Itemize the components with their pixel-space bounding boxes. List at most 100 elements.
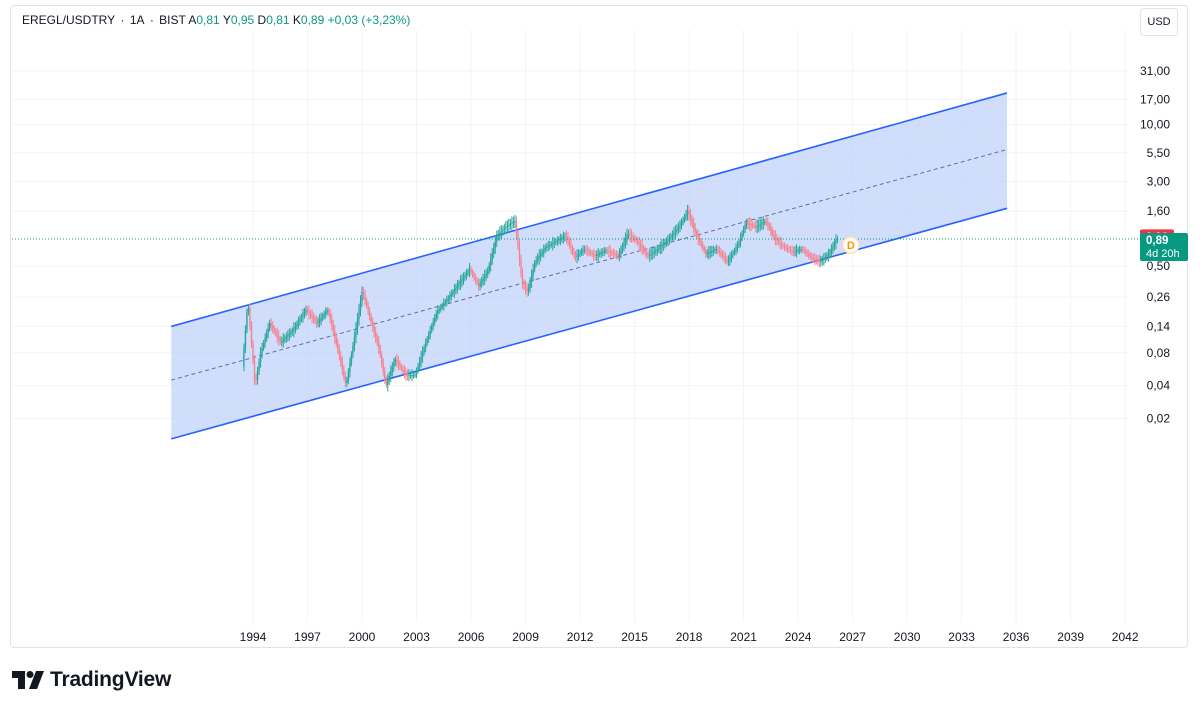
candle-body — [615, 254, 618, 256]
candle-body — [608, 250, 610, 252]
candle-body — [391, 367, 394, 372]
candle-body — [582, 249, 584, 252]
candle-body — [536, 258, 539, 261]
footer-brand[interactable]: TradingView — [12, 668, 171, 692]
candle-body — [768, 225, 771, 228]
y-axis: 31,00 17,00 10,00 5,50 3,00 1,60 0,50 0,26 0,14 0… — [1140, 64, 1170, 425]
candle-body — [346, 380, 348, 383]
candle-body — [706, 253, 708, 255]
candle-body — [579, 252, 581, 255]
candle-body — [412, 375, 415, 377]
y-tick-label: 17,00 — [1140, 92, 1170, 106]
candle-body — [591, 253, 593, 255]
candle-body — [565, 236, 568, 238]
candle-body — [243, 348, 245, 367]
candle-body — [450, 294, 453, 297]
candle-body — [596, 255, 598, 257]
y-tick-label: 0,50 — [1147, 259, 1171, 273]
symbol-legend: EREGL/USDTRY · 1A · BIST A0,81 Y0,95 D0,… — [22, 13, 411, 27]
candle-body — [314, 319, 316, 321]
candle-body — [774, 236, 777, 239]
candle-body — [294, 326, 297, 329]
candle-body — [334, 331, 336, 338]
candle-body — [374, 332, 377, 338]
candle-body — [747, 223, 749, 225]
candle-body — [697, 235, 699, 239]
candle-body — [642, 248, 645, 251]
candle-body — [717, 249, 719, 251]
last-price-tag-text: 0,89 — [1146, 235, 1168, 247]
candle-body — [524, 286, 527, 289]
candle-body — [529, 281, 531, 289]
candle-body — [458, 283, 460, 286]
candle-body — [727, 260, 730, 262]
candle-body — [355, 328, 357, 338]
candle-body — [291, 330, 294, 333]
candle-body — [371, 322, 374, 328]
candle-body — [471, 271, 474, 275]
candle-body — [343, 369, 345, 377]
candle-body — [708, 252, 710, 254]
candle-body — [359, 301, 362, 311]
candle-body — [586, 250, 589, 252]
y-tick-label: 0,04 — [1147, 379, 1171, 393]
candle-body — [414, 375, 416, 377]
candle-body — [830, 249, 833, 253]
candle-body — [823, 258, 825, 260]
candle-body — [485, 273, 487, 277]
candle-body — [821, 259, 824, 262]
candle-body — [315, 320, 318, 323]
candle-body — [730, 255, 733, 258]
candle-body — [745, 223, 748, 225]
candle-body — [549, 244, 551, 246]
candle-body — [571, 248, 574, 252]
candle-body — [518, 246, 521, 260]
candle-body — [482, 278, 484, 281]
candle-body — [462, 277, 465, 280]
candle-body — [337, 343, 339, 350]
candle-body — [674, 230, 677, 233]
candle-body — [381, 355, 383, 364]
candle-body — [655, 250, 657, 252]
candle-body — [505, 226, 507, 229]
candle-body — [477, 283, 480, 286]
close-value: 0,89 — [300, 13, 325, 27]
candle-body — [629, 234, 631, 236]
candle-body — [558, 239, 560, 241]
candle-body — [467, 271, 469, 274]
candle-body — [718, 250, 721, 253]
candle-body — [700, 241, 702, 245]
candle-body — [282, 339, 284, 342]
candle-body — [423, 347, 425, 353]
candle-body — [406, 375, 409, 377]
x-tick-label: 2042 — [1112, 630, 1139, 644]
x-axis: 1994 1997 2000 2003 2006 2009 2012 2015 2018 2021… — [240, 630, 1139, 644]
x-tick-label: 2036 — [1003, 630, 1030, 644]
candle-body — [818, 260, 820, 262]
candle-body — [421, 352, 424, 357]
candle-body — [393, 362, 395, 368]
candle-body — [435, 313, 437, 318]
candle-body — [415, 370, 418, 376]
candle-body — [652, 252, 654, 254]
candle-body — [599, 253, 601, 255]
candle-body — [765, 221, 768, 223]
x-tick-label: 2033 — [948, 630, 975, 644]
currency-button[interactable]: USD — [1140, 8, 1178, 36]
candle-body — [430, 326, 433, 331]
candle-body — [329, 313, 331, 320]
low-label: D — [257, 13, 267, 27]
candle-body — [318, 319, 321, 322]
symbol-name[interactable]: EREGL/USDTRY — [22, 13, 116, 27]
candle-body — [446, 300, 448, 302]
candle-body — [362, 292, 365, 295]
candle-body — [568, 240, 571, 245]
candle-body — [649, 254, 651, 256]
candle-body — [417, 366, 419, 371]
interval[interactable]: 1A — [129, 13, 145, 27]
candle-body — [273, 328, 275, 332]
x-tick-label: 2027 — [839, 630, 866, 644]
candle-body — [246, 311, 248, 331]
candle-body — [770, 227, 772, 231]
